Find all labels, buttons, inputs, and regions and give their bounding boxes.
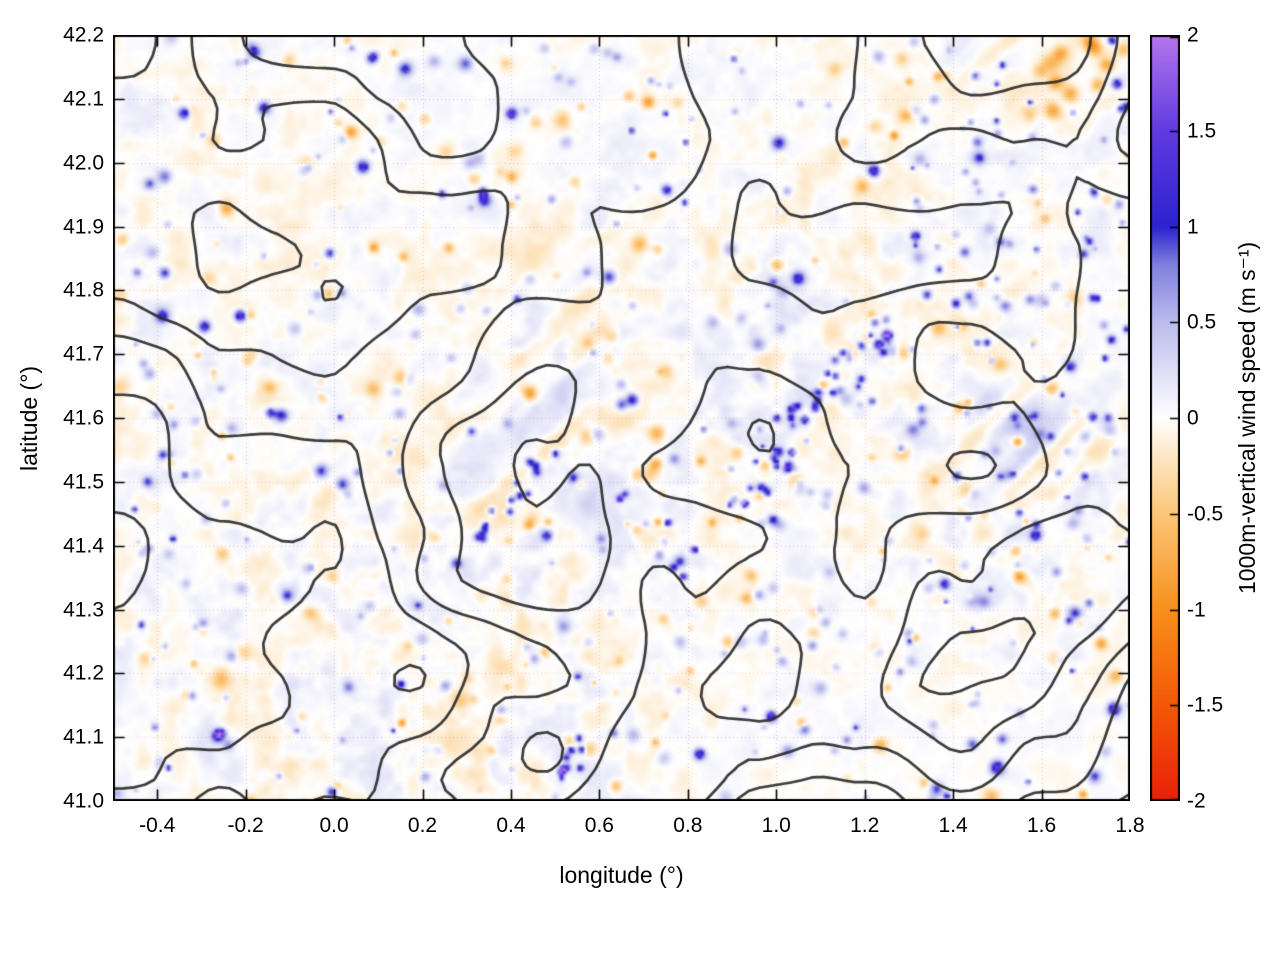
colorbar-title: 1000m-vertical wind speed (m s⁻¹) <box>1234 241 1260 595</box>
x-tick-label: -0.4 <box>139 814 176 837</box>
y-tick-label: 41.3 <box>63 598 104 621</box>
y-tick-label: 41.5 <box>63 470 104 494</box>
y-axis-title: latitude (°) <box>16 365 42 471</box>
x-tick-label: 1.4 <box>938 814 968 837</box>
x-tick-label: 1.8 <box>1115 814 1145 837</box>
contour-and-axes-canvas <box>113 35 1130 801</box>
x-tick-label: 1.0 <box>761 814 791 837</box>
colorbar-tick-label: 0 <box>1187 406 1199 430</box>
x-tick-label: 0.0 <box>319 814 349 837</box>
colorbar-tick-label: -1.5 <box>1187 693 1224 717</box>
x-tick-label: -0.2 <box>227 814 264 837</box>
x-tick-label: 1.6 <box>1026 814 1057 837</box>
colorbar-tick-label: 1 <box>1187 215 1199 238</box>
colorbar-tick-label: -0.5 <box>1187 502 1224 526</box>
y-tick-label: 41.6 <box>63 406 104 430</box>
x-tick-label: 1.2 <box>850 814 880 837</box>
x-axis-title: longitude (°) <box>559 862 684 888</box>
colorbar-tick-label: 2 <box>1187 23 1199 47</box>
y-tick-label: 42.2 <box>63 23 104 47</box>
x-tick-label: 0.8 <box>673 814 703 837</box>
y-tick-label: 41.4 <box>63 534 104 558</box>
colorbar <box>1150 35 1180 801</box>
y-tick-label: 41.7 <box>63 342 104 366</box>
y-tick-label: 41.0 <box>63 789 104 813</box>
x-tick-label: 0.4 <box>496 814 526 837</box>
y-tick-label: 41.9 <box>63 215 104 238</box>
colorbar-tick-label: 0.5 <box>1187 310 1217 334</box>
colorbar-tick-label: -1 <box>1187 598 1206 621</box>
y-tick-label: 41.2 <box>63 661 104 685</box>
x-tick-label: 0.6 <box>584 814 614 837</box>
colorbar-canvas <box>1150 35 1180 801</box>
plot-area <box>113 35 1130 801</box>
y-tick-label: 42.0 <box>63 151 104 175</box>
y-tick-label: 41.1 <box>63 725 104 749</box>
colorbar-tick-label: 1.5 <box>1187 119 1217 143</box>
x-tick-label: 0.2 <box>407 814 438 837</box>
colorbar-tick-label: -2 <box>1187 789 1206 813</box>
y-tick-label: 42.1 <box>63 87 104 111</box>
y-tick-label: 41.8 <box>63 278 104 302</box>
